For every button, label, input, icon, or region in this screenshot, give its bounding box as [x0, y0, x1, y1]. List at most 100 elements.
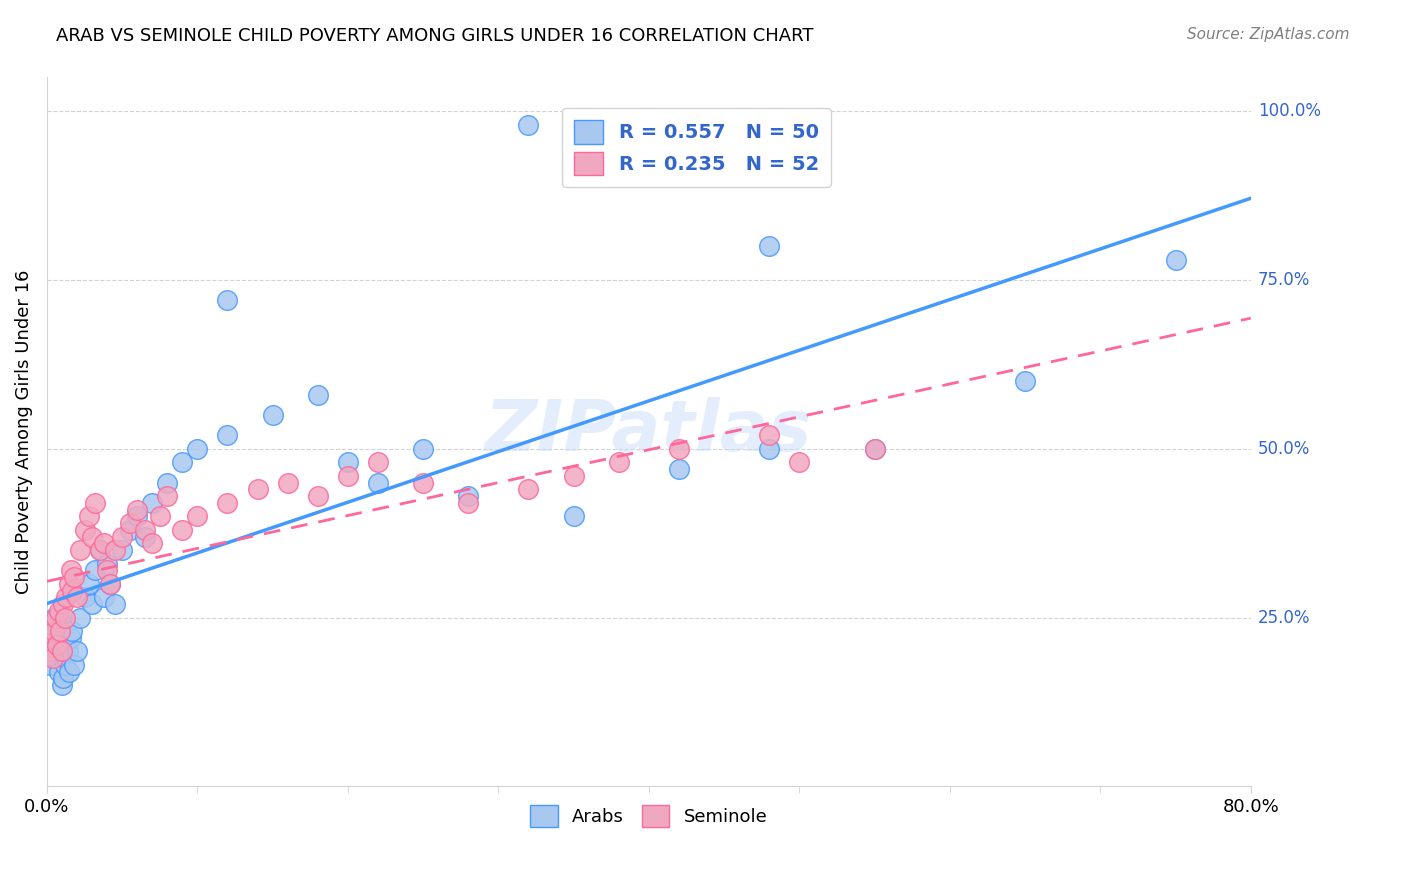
- Point: [217, 496, 239, 510]
- Point: [607, 455, 630, 469]
- Text: ARAB VS SEMINOLE CHILD POVERTY AMONG GIRLS UNDER 16 CORRELATION CHART: ARAB VS SEMINOLE CHILD POVERTY AMONG GIR…: [56, 27, 814, 45]
- Point: [172, 523, 194, 537]
- Point: [73, 523, 96, 537]
- Point: [336, 468, 359, 483]
- Point: [41, 644, 63, 658]
- Point: [758, 442, 780, 456]
- Point: [758, 239, 780, 253]
- Point: [104, 543, 127, 558]
- Point: [49, 624, 72, 639]
- Point: [44, 610, 66, 624]
- Point: [77, 509, 100, 524]
- Point: [517, 118, 540, 132]
- Point: [457, 496, 479, 510]
- Point: [59, 631, 82, 645]
- Point: [48, 665, 70, 679]
- Point: [668, 462, 690, 476]
- Point: [66, 644, 89, 658]
- Point: [758, 428, 780, 442]
- Point: [307, 489, 329, 503]
- Point: [134, 523, 156, 537]
- Point: [46, 638, 69, 652]
- Point: [77, 577, 100, 591]
- Point: [69, 543, 91, 558]
- Point: [118, 523, 141, 537]
- Point: [73, 591, 96, 605]
- Point: [51, 644, 73, 658]
- Point: [562, 468, 585, 483]
- Point: [98, 577, 121, 591]
- Legend: Arabs, Seminole: Arabs, Seminole: [523, 797, 775, 834]
- Point: [89, 543, 111, 558]
- Point: [96, 557, 118, 571]
- Point: [63, 657, 86, 672]
- Point: [93, 591, 115, 605]
- Point: [58, 665, 80, 679]
- Point: [63, 570, 86, 584]
- Point: [62, 583, 84, 598]
- Point: [42, 651, 65, 665]
- Point: [51, 678, 73, 692]
- Point: [118, 516, 141, 530]
- Point: [562, 509, 585, 524]
- Point: [66, 591, 89, 605]
- Point: [172, 455, 194, 469]
- Point: [52, 597, 75, 611]
- Point: [56, 644, 79, 658]
- Point: [69, 610, 91, 624]
- Point: [412, 442, 434, 456]
- Point: [1014, 374, 1036, 388]
- Point: [111, 543, 134, 558]
- Point: [53, 610, 76, 624]
- Point: [246, 483, 269, 497]
- Point: [863, 442, 886, 456]
- Point: [787, 455, 810, 469]
- Point: [517, 483, 540, 497]
- Point: [80, 597, 103, 611]
- Point: [186, 442, 208, 456]
- Point: [141, 496, 163, 510]
- Point: [149, 509, 172, 524]
- Point: [217, 428, 239, 442]
- Point: [104, 597, 127, 611]
- Point: [111, 530, 134, 544]
- Point: [37, 631, 59, 645]
- Point: [45, 610, 67, 624]
- Point: [55, 651, 77, 665]
- Point: [141, 536, 163, 550]
- Point: [367, 455, 389, 469]
- Point: [59, 563, 82, 577]
- Point: [41, 617, 63, 632]
- Point: [48, 604, 70, 618]
- Point: [52, 672, 75, 686]
- Point: [863, 442, 886, 456]
- Point: [49, 638, 72, 652]
- Point: [44, 624, 66, 639]
- Text: 100.0%: 100.0%: [1258, 103, 1320, 120]
- Point: [98, 577, 121, 591]
- Point: [668, 442, 690, 456]
- Text: 50.0%: 50.0%: [1258, 440, 1310, 458]
- Point: [457, 489, 479, 503]
- Point: [262, 408, 284, 422]
- Point: [277, 475, 299, 490]
- Point: [62, 624, 84, 639]
- Point: [42, 631, 65, 645]
- Point: [84, 496, 107, 510]
- Point: [367, 475, 389, 490]
- Point: [53, 657, 76, 672]
- Point: [51, 617, 73, 632]
- Point: [156, 475, 179, 490]
- Point: [307, 388, 329, 402]
- Point: [134, 530, 156, 544]
- Point: [55, 591, 77, 605]
- Point: [80, 530, 103, 544]
- Point: [45, 651, 67, 665]
- Point: [93, 536, 115, 550]
- Point: [186, 509, 208, 524]
- Text: 75.0%: 75.0%: [1258, 271, 1310, 289]
- Point: [412, 475, 434, 490]
- Y-axis label: Child Poverty Among Girls Under 16: Child Poverty Among Girls Under 16: [15, 269, 32, 594]
- Point: [38, 657, 60, 672]
- Point: [217, 293, 239, 308]
